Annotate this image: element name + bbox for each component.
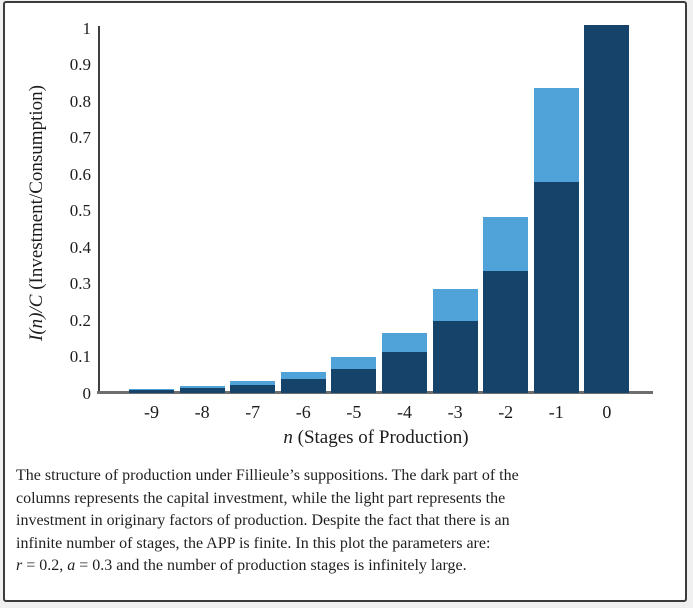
y-tick-label: 0.2 — [69, 310, 91, 330]
x-tick-label: -3 — [447, 402, 463, 422]
x-tick-label: -7 — [245, 402, 261, 422]
y-axis-line — [98, 26, 100, 394]
bar-originary-factors — [280, 371, 326, 379]
bar-capital-investment — [331, 368, 377, 394]
text-segment: (Investment/Consumption) — [26, 85, 47, 295]
x-tick-label: -4 — [397, 402, 412, 422]
text-segment: infinite number of stages, the APP is fi… — [16, 534, 491, 552]
caption-line: columns represents the capital investmen… — [16, 488, 680, 511]
bar-originary-factors — [230, 380, 276, 385]
x-tick-label: -6 — [295, 402, 311, 422]
bar-capital-investment — [533, 182, 579, 394]
y-tick-label: 0 — [82, 383, 92, 403]
y-tick-label: 0.8 — [69, 91, 91, 111]
text-segment: n — [283, 427, 293, 448]
y-tick-label: 0.1 — [69, 347, 91, 367]
text-segment: = 0.2, — [22, 557, 68, 574]
text-segment: a — [67, 557, 76, 574]
caption-line: r = 0.2, a = 0.3 and the number of produ… — [16, 555, 680, 578]
y-tick-label: 0.6 — [69, 164, 91, 184]
text-segment: I(n)/C — [26, 294, 47, 341]
text-segment: (Stages of Production) — [292, 427, 469, 448]
x-tick-label: 0 — [602, 402, 612, 422]
bar-originary-factors — [533, 88, 579, 183]
x-axis-title: n (Stages of Production) — [98, 427, 654, 449]
figure-box: 0 0.1 0.2 0.3 0.4 0.5 0.6 0.7 0.8 0.9 1 -9 -8 -7 -6 -5… — [3, 1, 687, 602]
bar-capital-investment — [382, 351, 427, 394]
bar-originary-factors — [382, 332, 427, 352]
x-tick-label: -8 — [194, 402, 210, 422]
caption-line: infinite number of stages, the APP is fi… — [16, 533, 680, 556]
y-tick-label: 0.5 — [69, 201, 91, 221]
bar-originary-factors — [179, 385, 225, 389]
bar-capital-investment — [280, 378, 326, 394]
text-segment: The structure of production under Fillie… — [16, 467, 519, 484]
bar-originary-factors — [129, 388, 174, 391]
bar-capital-investment — [483, 271, 529, 394]
y-tick-label: 0.4 — [69, 237, 91, 257]
text-segment: = 0.3 and the number of production stage… — [75, 557, 467, 574]
bar-capital-investment — [129, 390, 174, 394]
y-tick-label: 0.3 — [69, 274, 91, 294]
caption-line: The structure of production under Fillie… — [16, 465, 680, 488]
bar-capital-investment — [230, 384, 276, 394]
x-tick-label: -5 — [346, 402, 362, 422]
text-segment: r — [16, 557, 23, 574]
y-axis-title: I(n)/C (Investment/Consumption) — [26, 43, 50, 383]
figure-caption: The structure of production under Fillie… — [16, 465, 680, 578]
x-tick-label: -1 — [548, 402, 564, 422]
text-segment: investment in originary factors of produ… — [16, 512, 510, 529]
bar-capital-investment — [432, 321, 478, 394]
y-tick-label: 1 — [82, 19, 92, 38]
bar-originary-factors — [432, 289, 478, 322]
bar-capital-investment — [179, 388, 225, 394]
caption-line: investment in originary factors of produ… — [16, 510, 680, 533]
bar-capital-investment — [584, 25, 630, 394]
bar-originary-factors — [483, 217, 529, 272]
x-tick-label: -9 — [144, 402, 159, 422]
x-tick-label: -2 — [498, 402, 514, 422]
text-segment: columns represents the capital investmen… — [16, 489, 506, 507]
stacked-bar-chart: 0 0.1 0.2 0.3 0.4 0.5 0.6 0.7 0.8 0.9 1 -9 -8 -7 -6 -5… — [5, 3, 685, 458]
y-tick-label: 0.7 — [69, 128, 91, 148]
y-tick-label: 0.9 — [69, 55, 91, 75]
bar-originary-factors — [331, 357, 377, 369]
